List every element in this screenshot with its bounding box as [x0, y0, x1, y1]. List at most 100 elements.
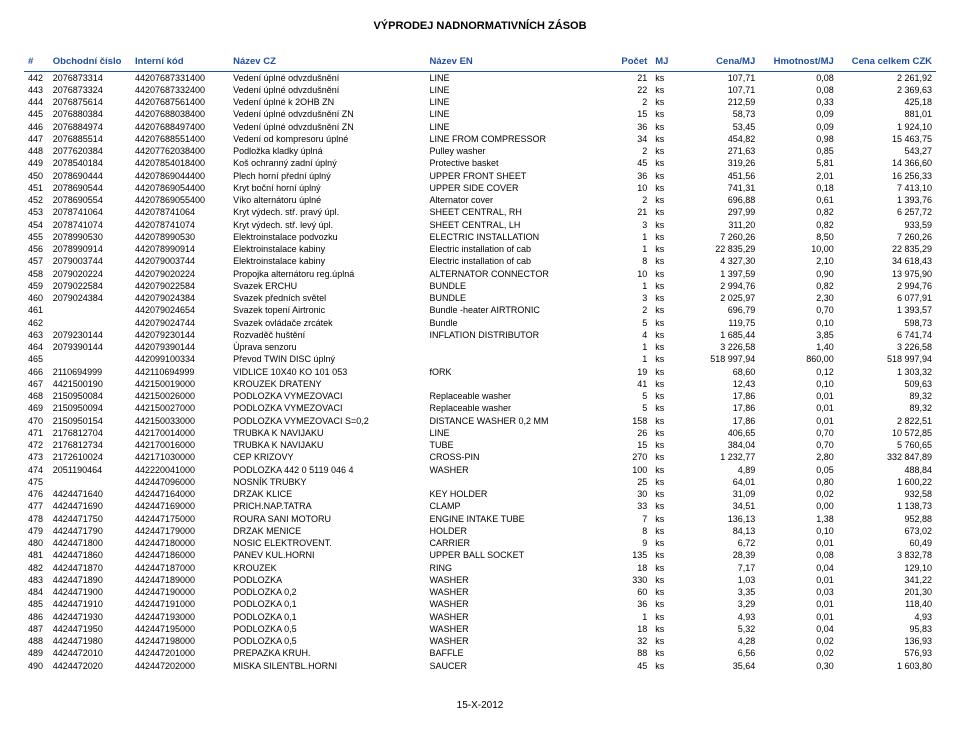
- cell: LINE: [425, 84, 602, 96]
- cell: 0,10: [759, 378, 838, 390]
- cell: 442447190000: [131, 587, 229, 599]
- cell: 4424471910: [49, 599, 131, 611]
- cell: 5 760,65: [838, 440, 936, 452]
- cell: 0,12: [759, 366, 838, 378]
- cell: ks: [651, 305, 680, 317]
- cell: 442447096000: [131, 476, 229, 488]
- cell: 31,09: [681, 489, 760, 501]
- cell: 14 366,60: [838, 158, 936, 170]
- cell: CARRIER: [425, 538, 602, 550]
- cell: 0,05: [759, 464, 838, 476]
- cell: 461: [24, 305, 49, 317]
- cell: 0,04: [759, 562, 838, 574]
- cell: WASHER: [425, 623, 602, 635]
- cell: LINE: [425, 72, 602, 85]
- cell: 485: [24, 599, 49, 611]
- cell: 2150950094: [49, 403, 131, 415]
- cell: 4424471790: [49, 525, 131, 537]
- cell: 484: [24, 587, 49, 599]
- cell: 0,03: [759, 587, 838, 599]
- cell: 1: [602, 342, 651, 354]
- cell: 44207688551400: [131, 133, 229, 145]
- cell: 297,99: [681, 207, 760, 219]
- col-obch: Obchodní číslo: [49, 54, 131, 72]
- cell: ks: [651, 427, 680, 439]
- cell: 4424471800: [49, 538, 131, 550]
- cell: 0,02: [759, 648, 838, 660]
- cell: ks: [651, 574, 680, 586]
- cell: Úprava senzoru: [229, 342, 425, 354]
- cell: 100: [602, 464, 651, 476]
- cell: 6 077,91: [838, 293, 936, 305]
- cell: 36: [602, 170, 651, 182]
- cell: 45: [602, 158, 651, 170]
- cell: HOLDER: [425, 525, 602, 537]
- cell: ks: [651, 636, 680, 648]
- cell: 0,61: [759, 195, 838, 207]
- cell: 442170014000: [131, 427, 229, 439]
- cell: 442079024654: [131, 305, 229, 317]
- cell: 2078690554: [49, 195, 131, 207]
- cell: BAFFLE: [425, 648, 602, 660]
- table-row: 4732172610024442171030000CEP KRIZOVYCROS…: [24, 452, 936, 464]
- cell: 1: [602, 611, 651, 623]
- cell: ks: [651, 391, 680, 403]
- cell: ks: [651, 648, 680, 660]
- cell: 0,82: [759, 280, 838, 292]
- cell: 464: [24, 342, 49, 354]
- cell: 466: [24, 366, 49, 378]
- cell: 44207762038400: [131, 146, 229, 158]
- cell: 442170016000: [131, 440, 229, 452]
- cell: 84,13: [681, 525, 760, 537]
- cell: 442447164000: [131, 489, 229, 501]
- cell: LINE FROM COMPRESSOR: [425, 133, 602, 145]
- cell: ks: [651, 464, 680, 476]
- cell: 460: [24, 293, 49, 305]
- cell: 44207869055400: [131, 195, 229, 207]
- cell: 472: [24, 440, 49, 452]
- cell: Svazek předních světel: [229, 293, 425, 305]
- cell: 2076880384: [49, 109, 131, 121]
- cell: ks: [651, 182, 680, 194]
- cell: ks: [651, 599, 680, 611]
- cell: 442110694999: [131, 366, 229, 378]
- cell: ks: [651, 525, 680, 537]
- cell: ks: [651, 170, 680, 182]
- cell: PODLOZKA 0,2: [229, 587, 425, 599]
- cell: 5: [602, 317, 651, 329]
- cell: 2150950084: [49, 391, 131, 403]
- cell: 477: [24, 501, 49, 513]
- page-footer-date: 15-X-2012: [24, 700, 936, 711]
- cell: 2: [602, 146, 651, 158]
- cell: 2079024384: [49, 293, 131, 305]
- cell: 384,04: [681, 440, 760, 452]
- cell: 442079024384: [131, 293, 229, 305]
- cell: 442447179000: [131, 525, 229, 537]
- cell: 88: [602, 648, 651, 660]
- cell: 442079230144: [131, 329, 229, 341]
- col-pocet: Počet: [602, 54, 651, 72]
- table-row: 4804424471800442447180000NOSIC ELEKTROVE…: [24, 538, 936, 550]
- cell: 469: [24, 403, 49, 415]
- cell: 119,75: [681, 317, 760, 329]
- cell: 442079020224: [131, 268, 229, 280]
- cell: 4424471690: [49, 501, 131, 513]
- cell: 135: [602, 550, 651, 562]
- cell: 445: [24, 109, 49, 121]
- cell: 17,86: [681, 403, 760, 415]
- cell: 442150019000: [131, 378, 229, 390]
- cell: [49, 305, 131, 317]
- cell: ks: [651, 121, 680, 133]
- cell: 2076875614: [49, 97, 131, 109]
- cell: 30: [602, 489, 651, 501]
- col-cena: Cena/MJ: [681, 54, 760, 72]
- cell: 4424471930: [49, 611, 131, 623]
- cell: 673,02: [838, 525, 936, 537]
- cell: 1 303,32: [838, 366, 936, 378]
- cell: 4 327,30: [681, 256, 760, 268]
- cell: TUBE: [425, 440, 602, 452]
- cell: ks: [651, 158, 680, 170]
- cell: 341,22: [838, 574, 936, 586]
- cell: 16 256,33: [838, 170, 936, 182]
- cell: 3,35: [681, 587, 760, 599]
